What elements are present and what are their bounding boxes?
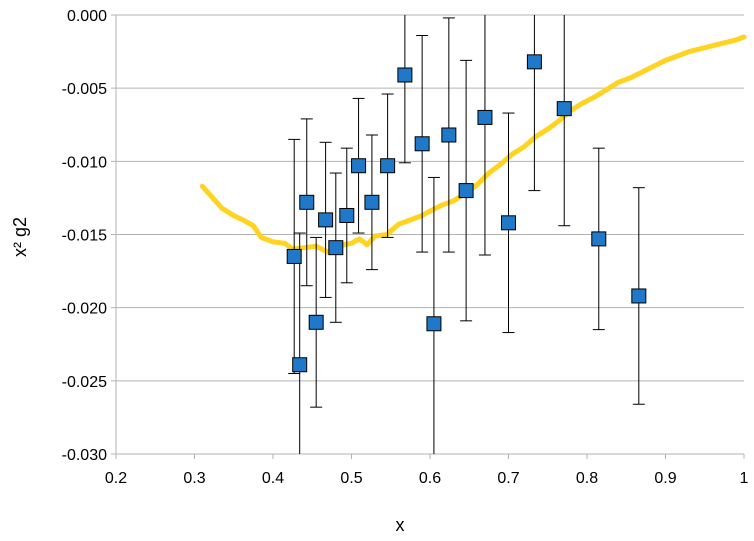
data-point-marker bbox=[501, 215, 516, 231]
data-point-marker bbox=[591, 231, 607, 247]
x-axis-title: x bbox=[396, 515, 405, 535]
data-point-marker bbox=[292, 357, 308, 373]
x-tick-label: 0.4 bbox=[262, 470, 284, 487]
data-point-marker bbox=[526, 54, 542, 70]
x-tick-label: 0.7 bbox=[497, 470, 519, 487]
y-tick-label: -0.025 bbox=[62, 374, 107, 391]
data-point-marker bbox=[308, 314, 324, 330]
x-tick-label: 0.6 bbox=[419, 470, 441, 487]
y-tick-label: -0.020 bbox=[62, 301, 107, 318]
x-tick-label: 0.8 bbox=[576, 470, 598, 487]
x-tick-label: 0.2 bbox=[105, 470, 127, 487]
x-tick-labels: 0.2 0.3 0.4 0.5 0.6 0.7 0.8 0.9 1 bbox=[105, 454, 749, 487]
x-tick-label: 0.9 bbox=[654, 470, 676, 487]
error-bar bbox=[558, 15, 571, 227]
data-point-marker bbox=[426, 316, 442, 332]
data-point-marker bbox=[631, 288, 647, 304]
data-point-marker bbox=[556, 101, 572, 117]
data-point-marker bbox=[441, 127, 457, 143]
y-tick-label: -0.005 bbox=[62, 81, 107, 98]
y-tick-label: -0.030 bbox=[62, 447, 107, 464]
data-point-marker bbox=[328, 240, 344, 256]
y-tick-labels: 0.000 -0.005 -0.010 -0.015 -0.020 -0.025 -0.03… bbox=[62, 8, 107, 464]
gridlines bbox=[111, 14, 744, 455]
error-bar bbox=[427, 176, 440, 454]
x-tick-label: 0.5 bbox=[340, 470, 362, 487]
data-point-marker bbox=[414, 136, 430, 152]
plot-area: 0.000 -0.005 -0.010 -0.015 -0.020 -0.025 -0.03… bbox=[62, 8, 749, 487]
y-tick-label: -0.015 bbox=[62, 228, 107, 245]
data-point-marker bbox=[380, 158, 396, 174]
data-point-marker bbox=[299, 194, 315, 210]
data-points bbox=[286, 54, 647, 373]
data-point-marker bbox=[286, 248, 302, 264]
curve-line bbox=[199, 34, 747, 255]
error-bar bbox=[293, 232, 306, 454]
data-point-marker bbox=[458, 183, 474, 199]
error-bar bbox=[478, 15, 491, 256]
data-point-marker bbox=[351, 158, 367, 174]
data-point-marker bbox=[364, 194, 380, 210]
data-point-marker bbox=[397, 67, 413, 83]
error-bar bbox=[398, 15, 411, 164]
error-bar bbox=[528, 15, 541, 192]
data-point-marker bbox=[339, 207, 355, 223]
x-tick-label: 0.3 bbox=[183, 470, 205, 487]
y-tick-label: -0.010 bbox=[62, 154, 107, 171]
yellow-curve-series bbox=[199, 34, 747, 255]
data-point-marker bbox=[477, 109, 493, 125]
x-tick-label: 1 bbox=[740, 470, 749, 487]
data-point-marker bbox=[318, 212, 334, 228]
y-axis-title: x² g2 bbox=[10, 217, 30, 257]
y-tick-label: 0.000 bbox=[67, 8, 107, 25]
